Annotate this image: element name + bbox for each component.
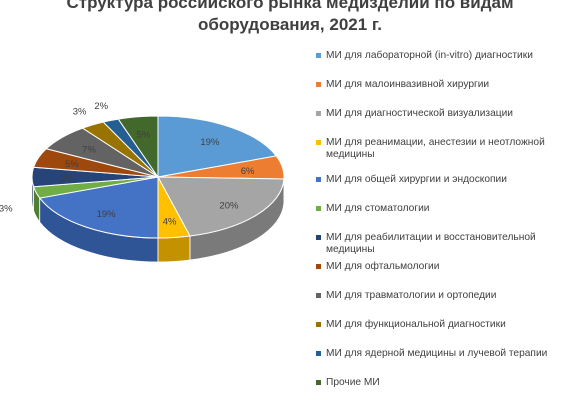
pie-label-5: 19% (97, 209, 117, 220)
legend-label-12: Прочие МИ (326, 377, 576, 389)
chart-title-line-2: оборудования, 2021 г. (197, 15, 383, 34)
legend-label-line: медицины (326, 244, 375, 255)
legend-swatch-9 (316, 293, 321, 298)
legend-label-11: МИ для ядерной медицины и лучевой терапи… (326, 348, 576, 360)
pie-label-11: 2% (94, 101, 108, 112)
pie-data-labels: 19%6%20%4%19%3%5%5%7%3% 2%5% (0, 101, 255, 227)
legend-label-line: МИ для диагностической визуализации (326, 108, 513, 119)
legend-label-line: Прочие МИ (326, 377, 380, 388)
pie-slice-5 (38, 176, 159, 239)
legend-label-line: медицины (326, 149, 375, 160)
legend-swatch-11 (316, 351, 321, 356)
legend-label-line: МИ для ядерной медицины и лучевой терапи… (326, 348, 548, 359)
pie-label-12: 5% (137, 130, 151, 141)
legend-label-2: МИ для малоинвазивной хирургии (326, 79, 576, 91)
legend-label-line: МИ для реабилитации и восстановительной (326, 232, 536, 243)
legend-label-line: МИ для реанимации, анестезии и неотложно… (326, 137, 545, 148)
chart-title: Структура российского рынка медизделий п… (0, 0, 580, 36)
legend-label-7: МИ для реабилитации и восстановительной м… (326, 232, 576, 256)
pie-label-10: 3% (73, 106, 87, 117)
legend-label-1: МИ для лабораторной (in-vitro) диагности… (326, 50, 576, 62)
legend-label-line: МИ для малоинвазивной хирургии (326, 79, 490, 90)
legend-swatch-10 (316, 322, 321, 327)
legend-swatch-3 (316, 111, 321, 116)
pie-label-8: 5% (65, 159, 79, 170)
pie-label-2: 6% (241, 166, 255, 177)
legend-label-6: МИ для стоматологии (326, 203, 576, 215)
legend-label-3: МИ для диагностической визуализации (326, 108, 576, 120)
pie-label-4: 4% (163, 217, 177, 228)
pie-slice-1 (157, 115, 278, 178)
legend-swatch-2 (316, 82, 321, 87)
legend-swatch-6 (316, 206, 321, 211)
legend-label-9: МИ для травматологии и ортопедии (326, 290, 576, 302)
legend-swatch-8 (316, 264, 321, 269)
pie-slice-12 (117, 115, 159, 179)
legend-swatch-4 (316, 140, 321, 145)
legend-swatch-1 (316, 53, 321, 58)
legend-label-line: МИ для травматологии и ортопедии (326, 290, 497, 301)
legend-label-8: МИ для офтальмологии (326, 261, 576, 273)
legend-swatch-12 (316, 380, 321, 385)
legend-label-line: МИ для стоматологии (326, 203, 430, 214)
legend-label-line: МИ для лабораторной (in-vitro) диагности… (326, 50, 533, 61)
pie-label-1: 19% (200, 137, 220, 148)
pie-label-3: 20% (219, 200, 239, 211)
chart-title-line-1: Структура российского рынка медизделий п… (66, 0, 514, 12)
pie-label-7: 5% (60, 173, 74, 184)
legend-label-line: МИ для общей хирургии и эндоскопии (326, 174, 507, 185)
legend-label-10: МИ для функциональной диагностики (326, 319, 576, 331)
pie-side-4 (157, 235, 191, 263)
legend-label-5: МИ для общей хирургии и эндоскопии (326, 174, 576, 186)
pie-top-faces (31, 115, 285, 239)
legend-label-line: МИ для функциональной диагностики (326, 319, 506, 330)
legend-swatch-5 (316, 177, 321, 182)
pie-slice-3 (157, 176, 285, 237)
legend-label-line: МИ для офтальмологии (326, 261, 440, 272)
legend-swatch-7 (316, 235, 321, 240)
legend-label-4: МИ для реанимации, анестезии и неотложно… (326, 137, 576, 161)
pie-label-9: 7% (82, 145, 96, 156)
pie-label-6: 3% (0, 204, 13, 215)
